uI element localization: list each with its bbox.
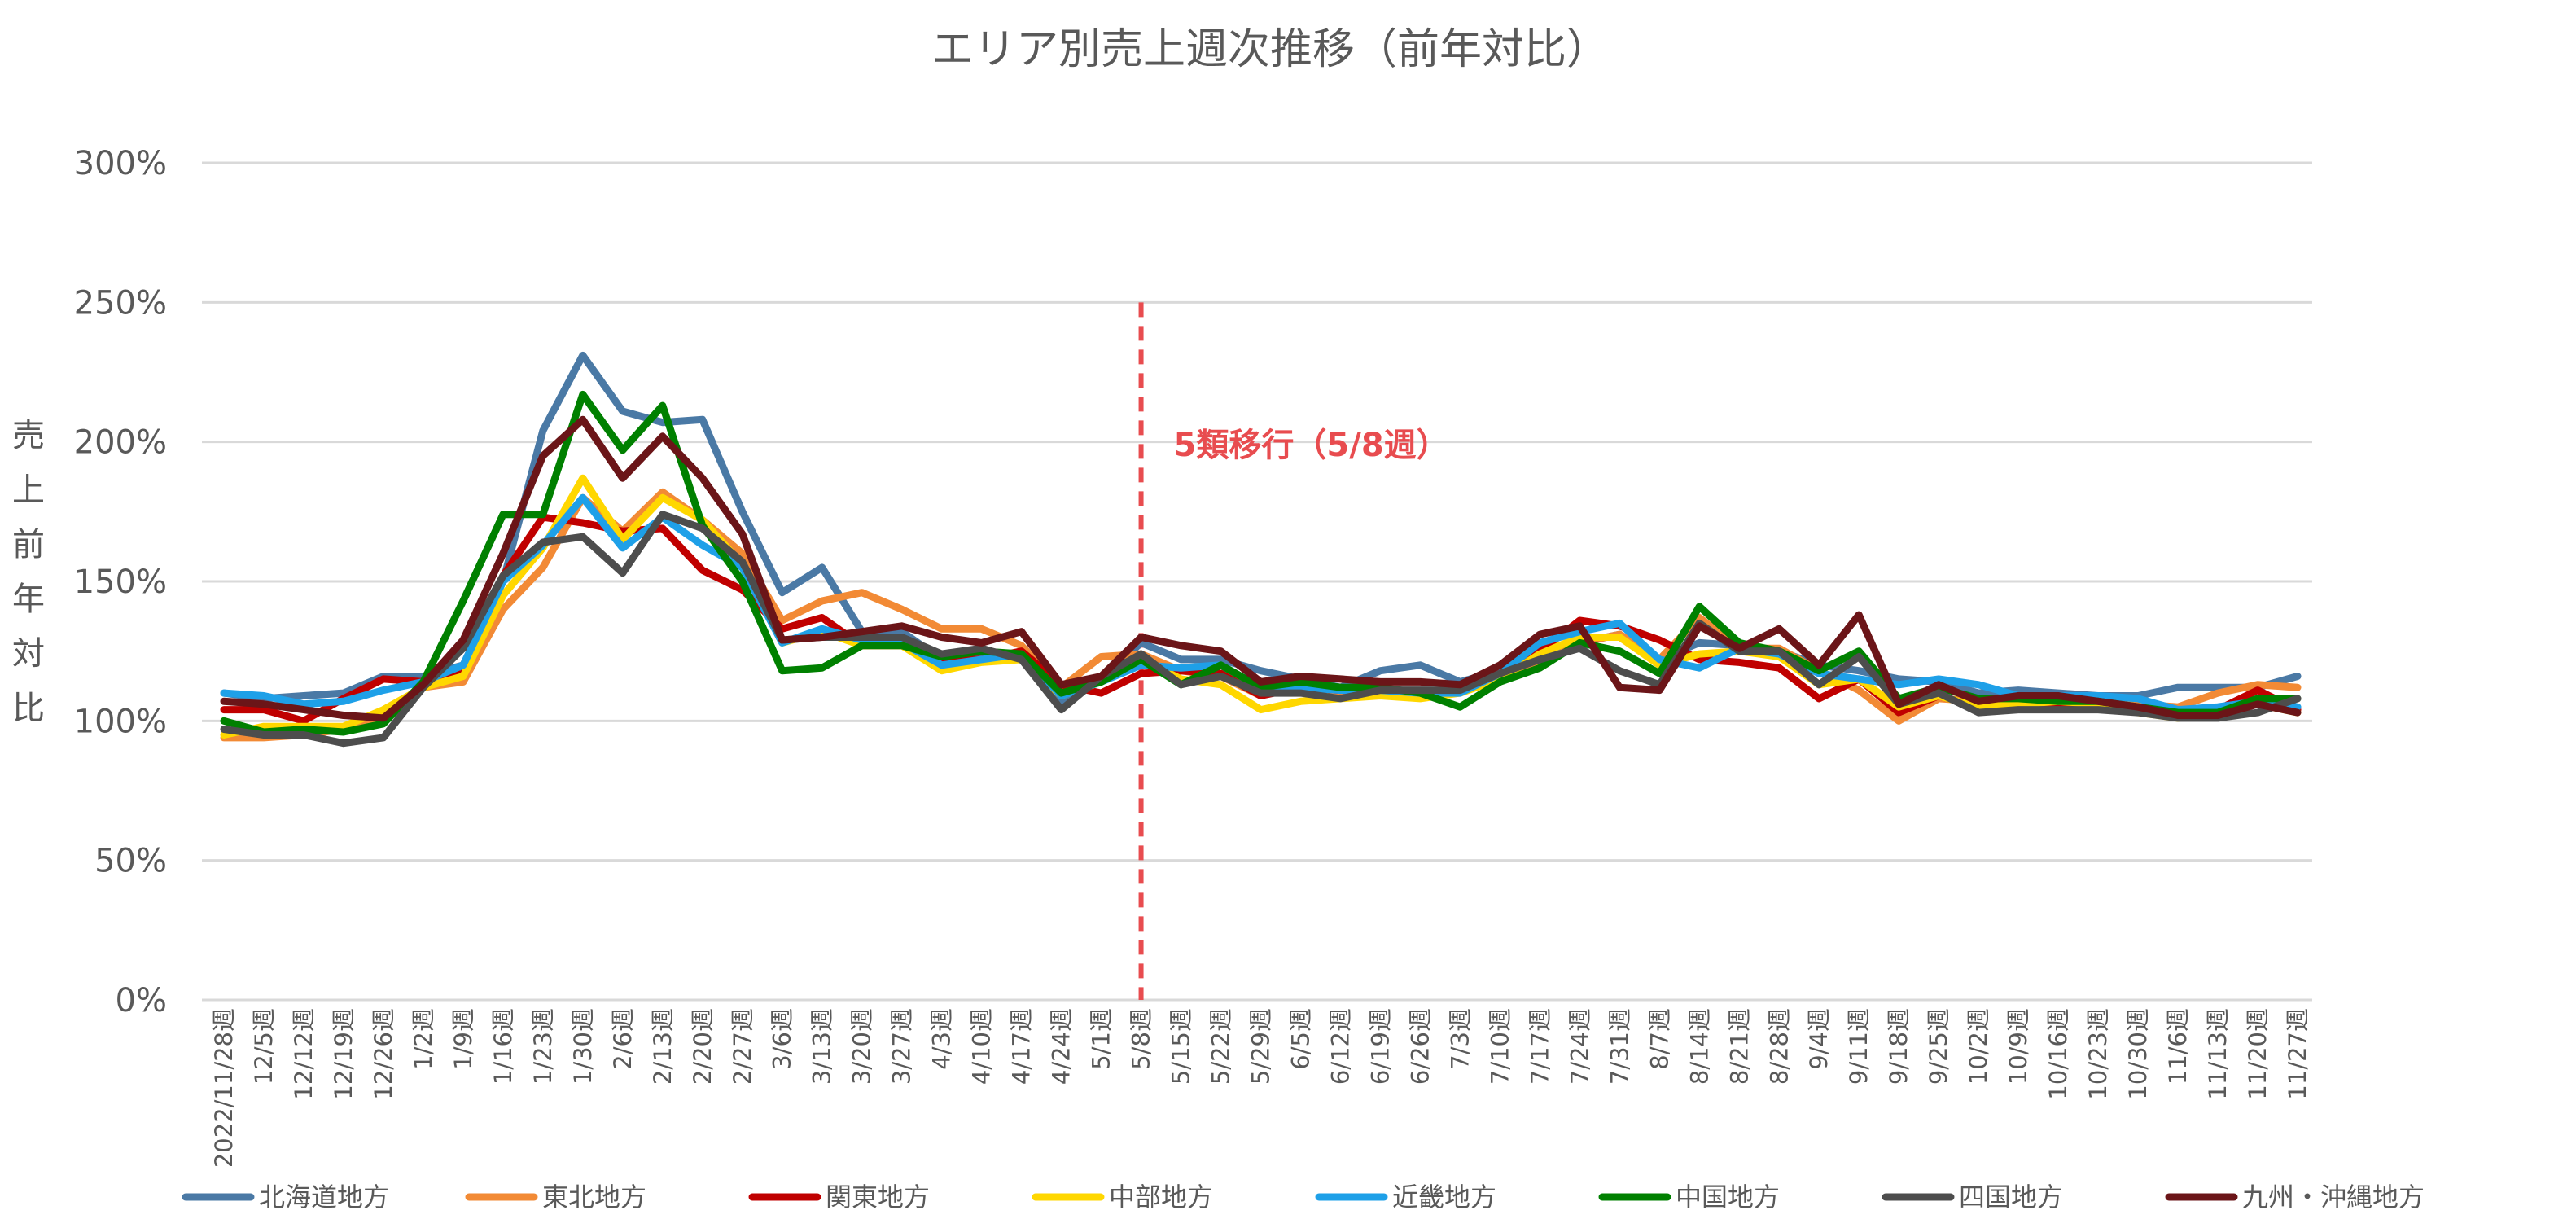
y-tick-label: 300%	[74, 145, 167, 182]
x-tick-label: 5/15週	[1168, 1008, 1195, 1085]
y-axis-label-char: 前	[12, 526, 45, 563]
x-tick-label: 1/2週	[410, 1008, 437, 1070]
chart-title: エリア別売上週次推移（前年対比）	[931, 25, 1609, 74]
x-tick-label: 4/24週	[1048, 1008, 1076, 1085]
y-axis-ticks: 0% 50% 100% 150% 200% 250% 300%	[74, 145, 167, 1019]
x-tick-label: 8/7週	[1645, 1008, 1673, 1070]
y-tick-label: 50%	[94, 843, 167, 880]
x-tick-label: 3/20週	[848, 1008, 876, 1085]
legend: 北海道地方 東北地方 関東地方 中部地方 近畿地方 中国地方 四国地方 九州・沖縄地方	[182, 1182, 2425, 1212]
x-axis-ticks: 2022/11/28週 12/5週 12/12週 12/19週 12/26週 1/2週 1/…	[210, 1008, 2311, 1168]
x-tick-label: 7/17週	[1526, 1008, 1553, 1085]
x-tick-label: 3/13週	[808, 1008, 836, 1085]
x-tick-label: 11/27週	[2284, 1008, 2311, 1100]
y-axis-label-char: 売	[12, 417, 45, 454]
x-tick-label: 6/5週	[1286, 1008, 1314, 1070]
y-tick-label: 250%	[74, 284, 167, 322]
annotation-5rui: 5類移行（5/8週）	[1138, 302, 1449, 1000]
x-tick-label: 9/18週	[1885, 1008, 1912, 1085]
x-tick-label: 10/16週	[2044, 1008, 2072, 1100]
x-tick-label: 11/6週	[2164, 1008, 2192, 1085]
x-tick-label: 8/28週	[1765, 1008, 1793, 1085]
y-tick-label: 200%	[74, 424, 167, 462]
x-tick-label: 9/4週	[1805, 1008, 1833, 1070]
x-tick-label: 12/5週	[250, 1008, 278, 1085]
legend-label: 中国地方	[1676, 1182, 1780, 1212]
x-tick-label: 7/3週	[1446, 1008, 1474, 1070]
x-tick-label: 3/6週	[769, 1008, 796, 1070]
x-tick-label: 10/23週	[2084, 1008, 2112, 1100]
x-tick-label: 10/30週	[2124, 1008, 2152, 1100]
x-tick-label: 12/26週	[370, 1008, 397, 1100]
annotation-label: 5類移行（5/8週）	[1174, 427, 1449, 464]
series-line-0	[220, 351, 2302, 708]
legend-label: 近畿地方	[1392, 1182, 1496, 1212]
x-tick-label: 5/8週	[1128, 1008, 1155, 1070]
x-tick-label: 7/24週	[1566, 1008, 1593, 1085]
y-axis-label-char: 対	[12, 635, 45, 673]
series-lines	[220, 351, 2302, 748]
x-tick-label: 7/10週	[1486, 1008, 1514, 1085]
series-line-6	[220, 511, 2302, 748]
x-tick-label: 10/9週	[2004, 1008, 2032, 1085]
x-tick-label: 4/17週	[1008, 1008, 1036, 1085]
x-tick-label: 5/1週	[1088, 1008, 1115, 1070]
x-tick-label: 2/20週	[689, 1008, 716, 1085]
x-tick-label: 6/12週	[1326, 1008, 1354, 1085]
x-tick-label: 1/30週	[569, 1008, 597, 1085]
legend-label: 九州・沖縄地方	[2242, 1182, 2425, 1212]
x-tick-label: 1/16週	[489, 1008, 517, 1085]
x-tick-label: 6/26週	[1406, 1008, 1434, 1085]
y-tick-label: 150%	[74, 563, 167, 601]
x-tick-label: 8/14週	[1685, 1008, 1713, 1085]
x-tick-label: 5/22週	[1207, 1008, 1235, 1085]
x-tick-label: 2022/11/28週	[210, 1008, 238, 1168]
x-tick-label: 2/27週	[729, 1008, 756, 1085]
y-tick-label: 100%	[74, 703, 167, 740]
legend-label: 北海道地方	[259, 1182, 389, 1212]
series-line-7	[220, 415, 2302, 722]
legend-label: 四国地方	[1959, 1182, 2063, 1212]
x-tick-label: 11/20週	[2244, 1008, 2272, 1100]
x-tick-label: 6/19週	[1366, 1008, 1394, 1085]
y-axis-label-char: 上	[12, 471, 45, 509]
x-tick-label: 9/25週	[1925, 1008, 1952, 1085]
x-tick-label: 4/3週	[928, 1008, 956, 1070]
x-tick-label: 8/21週	[1725, 1008, 1753, 1085]
x-tick-label: 9/11週	[1845, 1008, 1873, 1085]
x-tick-label: 11/13週	[2204, 1008, 2232, 1100]
y-axis-label-char: 年	[12, 581, 45, 618]
x-tick-label: 5/29週	[1247, 1008, 1275, 1085]
x-tick-label: 4/10週	[968, 1008, 996, 1085]
legend-label: 関東地方	[826, 1182, 930, 1212]
x-tick-label: 10/2週	[1965, 1008, 1992, 1085]
x-tick-label: 1/9週	[449, 1008, 477, 1070]
x-tick-label: 2/13週	[649, 1008, 677, 1085]
x-tick-label: 12/12週	[290, 1008, 318, 1100]
x-tick-label: 2/6週	[609, 1008, 637, 1070]
y-tick-label: 0%	[116, 982, 167, 1019]
legend-label: 東北地方	[542, 1182, 646, 1212]
x-tick-label: 12/19週	[330, 1008, 357, 1100]
x-tick-label: 3/27週	[888, 1008, 916, 1085]
legend-label: 中部地方	[1109, 1182, 1213, 1212]
x-tick-label: 1/23週	[529, 1008, 557, 1085]
y-axis-label-char: 比	[12, 690, 45, 727]
x-tick-label: 7/31週	[1606, 1008, 1633, 1085]
